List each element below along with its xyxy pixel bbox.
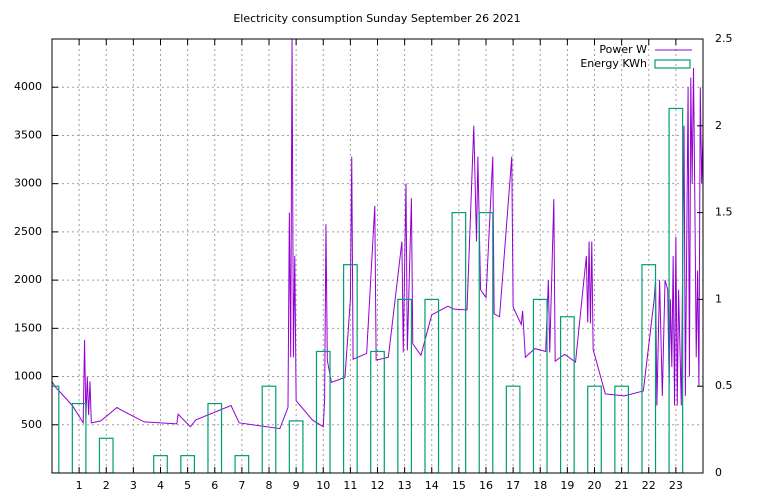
y2-tick-label: 1.5: [715, 206, 733, 219]
x-tick-label: 17: [506, 479, 520, 492]
x-tick-label: 21: [615, 479, 629, 492]
y-tick-label: 1000: [14, 370, 42, 383]
energy-box: [153, 455, 168, 473]
energy-box: [207, 402, 223, 473]
energy-box: [180, 455, 196, 473]
energy-box: [288, 420, 304, 473]
x-tick-label: 7: [238, 479, 245, 492]
energy-box: [587, 385, 602, 473]
energy-box: [397, 298, 413, 473]
y-tick-label: 3000: [14, 177, 42, 190]
energy-box: [315, 350, 331, 473]
energy-box: [342, 264, 358, 473]
energy-box: [261, 385, 277, 473]
x-tick-label: 2: [103, 479, 110, 492]
energy-box: [424, 298, 440, 473]
legend-label: Power W: [599, 43, 647, 56]
x-tick-label: 23: [669, 479, 683, 492]
x-tick-label: 10: [316, 479, 330, 492]
legend-label: Energy KWh: [580, 57, 647, 70]
energy-box: [451, 212, 467, 473]
energy-box: [532, 298, 548, 473]
x-tick-label: 13: [398, 479, 412, 492]
y2-tick-label: 2.5: [715, 32, 733, 45]
x-tick-label: 9: [293, 479, 300, 492]
y-tick-label: 2500: [14, 225, 42, 238]
energy-box: [559, 316, 575, 473]
x-tick-label: 11: [343, 479, 357, 492]
chart-title: Electricity consumption Sunday September…: [233, 12, 520, 25]
energy-box: [668, 107, 684, 473]
power-line: [52, 39, 703, 430]
y2-tick-label: 1: [715, 292, 722, 305]
x-tick-label: 1: [76, 479, 83, 492]
x-tick-label: 15: [452, 479, 466, 492]
legend-swatch: [654, 59, 691, 69]
x-tick-label: 6: [211, 479, 218, 492]
energy-box: [370, 350, 385, 473]
x-tick-label: 22: [642, 479, 656, 492]
x-tick-label: 16: [479, 479, 493, 492]
y-tick-label: 4000: [14, 80, 42, 93]
x-tick-label: 14: [425, 479, 439, 492]
x-tick-label: 19: [560, 479, 574, 492]
energy-box: [234, 455, 250, 473]
y-tick-label: 1500: [14, 321, 42, 334]
x-tick-label: 18: [533, 479, 547, 492]
y2-tick-label: 0: [715, 466, 722, 479]
energy-box: [98, 437, 114, 473]
y2-tick-label: 2: [715, 119, 722, 132]
energy-box: [71, 402, 87, 473]
x-tick-label: 5: [184, 479, 191, 492]
energy-box: [614, 385, 630, 473]
x-tick-label: 3: [130, 479, 137, 492]
plot-area: [52, 39, 703, 473]
y-tick-label: 3500: [14, 128, 42, 141]
energy-box: [641, 264, 657, 473]
y-tick-label: 500: [21, 418, 42, 431]
energy-box: [505, 385, 521, 473]
y-tick-label: 2000: [14, 273, 42, 286]
x-tick-label: 20: [588, 479, 602, 492]
x-tick-label: 4: [157, 479, 164, 492]
y2-tick-label: 0.5: [715, 379, 733, 392]
x-tick-label: 12: [371, 479, 385, 492]
energy-box: [478, 212, 494, 473]
x-tick-label: 8: [266, 479, 273, 492]
energy-box: [52, 385, 60, 473]
